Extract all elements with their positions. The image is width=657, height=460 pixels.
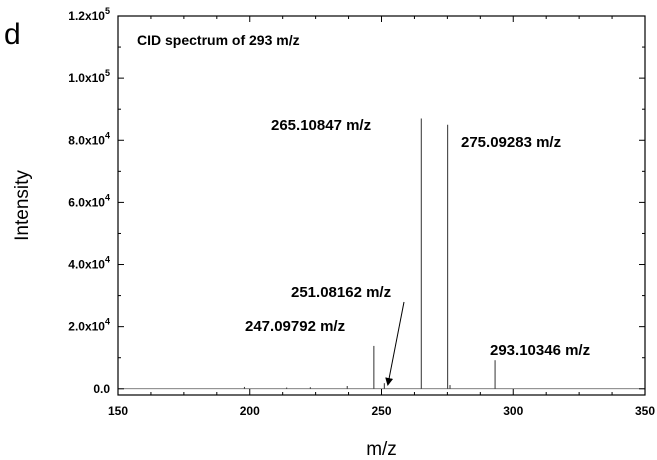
y-tick-label: 0.0	[93, 382, 110, 396]
peak-label: 265.10847 m/z	[271, 117, 371, 134]
x-axis-label: m/z	[366, 439, 397, 460]
x-tick-label: 250	[371, 404, 391, 418]
x-tick-label: 200	[240, 404, 260, 418]
peak-label: 247.09792 m/z	[245, 318, 345, 335]
y-tick-label: 6.0x104	[68, 192, 110, 209]
y-tick-label: 8.0x104	[68, 130, 110, 147]
peak-label: 251.08162 m/z	[291, 284, 391, 301]
y-tick-label: 4.0x104	[68, 255, 110, 272]
peak-label: 275.09283 m/z	[461, 134, 561, 151]
y-tick-label: 1.2x105	[68, 6, 110, 23]
peak-label: 293.10346 m/z	[490, 342, 590, 359]
x-tick-label: 300	[503, 404, 523, 418]
y-tick-label: 1.0x105	[68, 68, 110, 85]
y-tick-label: 2.0x104	[68, 317, 110, 334]
x-tick-label: 150	[108, 404, 128, 418]
y-axis-label: Intensity	[12, 170, 33, 241]
panel-label: d	[4, 18, 21, 51]
plot-frame	[117, 15, 646, 396]
peak-arrow	[385, 301, 405, 386]
chart-title: CID spectrum of 293 m/z	[137, 32, 300, 48]
x-tick-label: 350	[635, 404, 655, 418]
